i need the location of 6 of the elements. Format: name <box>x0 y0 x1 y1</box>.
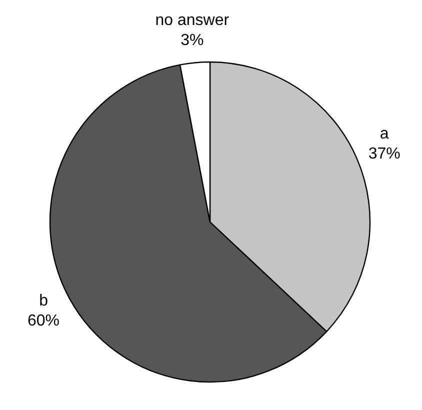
data-label: 37% <box>368 146 400 163</box>
data-label: 3% <box>180 32 204 49</box>
data-label: 60% <box>27 312 60 330</box>
slice-label: a <box>380 126 389 143</box>
slice-label: no answer <box>155 12 230 29</box>
slice-label: b <box>39 292 48 310</box>
